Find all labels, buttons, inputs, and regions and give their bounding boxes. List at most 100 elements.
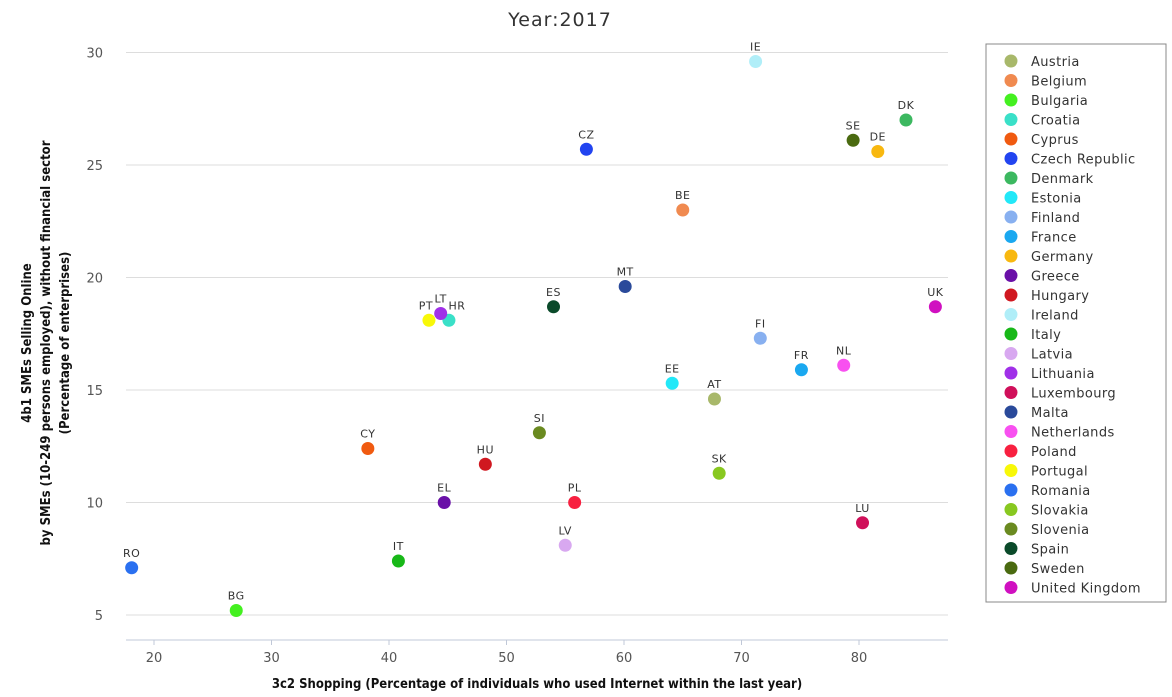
legend-label: Romania (1031, 484, 1091, 499)
legend-marker (1004, 386, 1018, 399)
legend-label: Austria (1031, 55, 1080, 70)
point-marker[interactable] (125, 561, 139, 575)
legend-item-sk[interactable]: Slovakia (1004, 503, 1089, 519)
chart-title: Year:2017 (507, 9, 612, 31)
legend-item-nl[interactable]: Netherlands (1004, 425, 1115, 441)
y-axis-title-line-3: (Percentage of enterprises) (58, 252, 73, 435)
point-marker[interactable] (856, 516, 870, 530)
legend-item-ro[interactable]: Romania (1004, 483, 1091, 500)
point-marker[interactable] (712, 466, 726, 480)
data-point-si[interactable]: SI (532, 412, 546, 440)
point-marker[interactable] (676, 203, 690, 217)
legend-item-fi[interactable]: Finland (1004, 210, 1081, 227)
data-point-fr[interactable]: FR (794, 349, 809, 377)
legend-marker (1004, 132, 1018, 146)
legend-label: Italy (1031, 328, 1061, 343)
data-point-pl[interactable]: PL (568, 482, 582, 510)
legend-item-hu[interactable]: Hungary (1004, 288, 1090, 305)
legend-item-de[interactable]: Germany (1004, 249, 1094, 266)
point-marker[interactable] (422, 313, 436, 327)
legend-item-ie[interactable]: Ireland (1004, 308, 1079, 324)
legend-item-es[interactable]: Spain (1004, 542, 1070, 558)
data-point-at[interactable]: AT (707, 378, 721, 406)
data-point-bg[interactable]: BG (228, 590, 245, 618)
data-point-de[interactable]: DE (870, 131, 886, 159)
legend-label: France (1031, 231, 1077, 246)
point-marker[interactable] (928, 300, 942, 314)
point-marker[interactable] (437, 496, 451, 509)
data-point-el[interactable]: EL (437, 482, 451, 510)
legend-item-si[interactable]: Slovenia (1004, 522, 1090, 539)
legend-item-el[interactable]: Greece (1004, 269, 1080, 285)
point-marker[interactable] (391, 554, 405, 568)
point-marker[interactable] (749, 55, 763, 68)
legend-item-cy[interactable]: Cyprus (1004, 132, 1079, 149)
data-point-cy[interactable]: CY (360, 428, 375, 456)
legend-item-cz[interactable]: Czech Republic (1004, 152, 1136, 168)
data-point-it[interactable]: IT (391, 540, 405, 568)
legend-item-mt[interactable]: Malta (1004, 405, 1069, 422)
legend-item-ee[interactable]: Estonia (1004, 191, 1082, 207)
data-point-lv[interactable]: LV (559, 524, 572, 552)
legend-marker (1004, 74, 1018, 87)
legend-item-fr[interactable]: France (1004, 230, 1077, 246)
legend-item-dk[interactable]: Denmark (1004, 171, 1094, 188)
legend-item-lu[interactable]: Luxembourg (1004, 386, 1117, 402)
point-marker[interactable] (707, 392, 721, 406)
point-marker[interactable] (794, 363, 808, 377)
point-marker[interactable] (837, 358, 851, 372)
data-point-mt[interactable]: MT (617, 266, 634, 294)
legend-item-at[interactable]: Austria (1004, 54, 1080, 71)
legend-label: Belgium (1031, 75, 1087, 90)
point-marker[interactable] (434, 307, 448, 320)
data-point-es[interactable]: ES (546, 286, 561, 314)
legend-label: Sweden (1031, 562, 1085, 577)
data-point-se[interactable]: SE (846, 119, 861, 147)
x-axis-title: 3c2 Shopping (Percentage of individuals … (272, 677, 802, 692)
point-marker[interactable] (618, 280, 632, 293)
legend-item-pl[interactable]: Poland (1004, 444, 1077, 461)
point-marker[interactable] (846, 133, 860, 147)
point-marker[interactable] (229, 604, 243, 617)
point-marker[interactable] (547, 300, 560, 314)
data-point-hu[interactable]: HU (477, 443, 494, 471)
legend-item-bg[interactable]: Bulgaria (1004, 93, 1089, 110)
legend-item-lt[interactable]: Lithuania (1004, 366, 1095, 383)
data-point-cz[interactable]: CZ (578, 128, 594, 156)
legend-item-pt[interactable]: Portugal (1004, 464, 1089, 480)
point-label: LT (435, 293, 447, 306)
data-point-lt[interactable]: LT (434, 293, 448, 321)
point-marker[interactable] (665, 376, 679, 390)
data-point-nl[interactable]: NL (836, 344, 852, 372)
data-point-uk[interactable]: UK (927, 286, 944, 314)
data-point-ro[interactable]: RO (123, 547, 140, 575)
legend-item-se[interactable]: Sweden (1004, 561, 1085, 578)
point-marker[interactable] (532, 426, 546, 440)
legend-marker (1004, 113, 1018, 126)
data-point-lu[interactable]: LU (855, 502, 870, 530)
legend-label: Lithuania (1031, 367, 1095, 382)
data-point-be[interactable]: BE (675, 189, 691, 217)
data-point-dk[interactable]: DK (898, 99, 915, 127)
point-marker[interactable] (899, 113, 913, 127)
legend-marker (1004, 269, 1018, 282)
legend-item-be[interactable]: Belgium (1004, 74, 1088, 90)
legend-item-lv[interactable]: Latvia (1004, 347, 1073, 363)
data-point-ie[interactable]: IE (749, 41, 763, 69)
legend-marker (1004, 191, 1018, 204)
legend-item-hr[interactable]: Croatia (1004, 113, 1081, 129)
point-marker[interactable] (568, 496, 582, 509)
point-marker[interactable] (558, 538, 572, 552)
data-point-ee[interactable]: EE (665, 362, 680, 390)
legend-item-it[interactable]: Italy (1004, 327, 1062, 344)
data-point-pt[interactable]: PT (419, 299, 436, 327)
point-marker[interactable] (361, 442, 375, 455)
legend-item-uk[interactable]: United Kingdom (1004, 581, 1141, 597)
legend-marker (1004, 288, 1018, 302)
point-marker[interactable] (478, 457, 492, 471)
data-point-sk[interactable]: SK (712, 452, 727, 480)
point-marker[interactable] (579, 142, 593, 156)
point-marker[interactable] (753, 331, 767, 345)
point-marker[interactable] (871, 145, 885, 158)
data-point-fi[interactable]: FI (753, 317, 767, 345)
